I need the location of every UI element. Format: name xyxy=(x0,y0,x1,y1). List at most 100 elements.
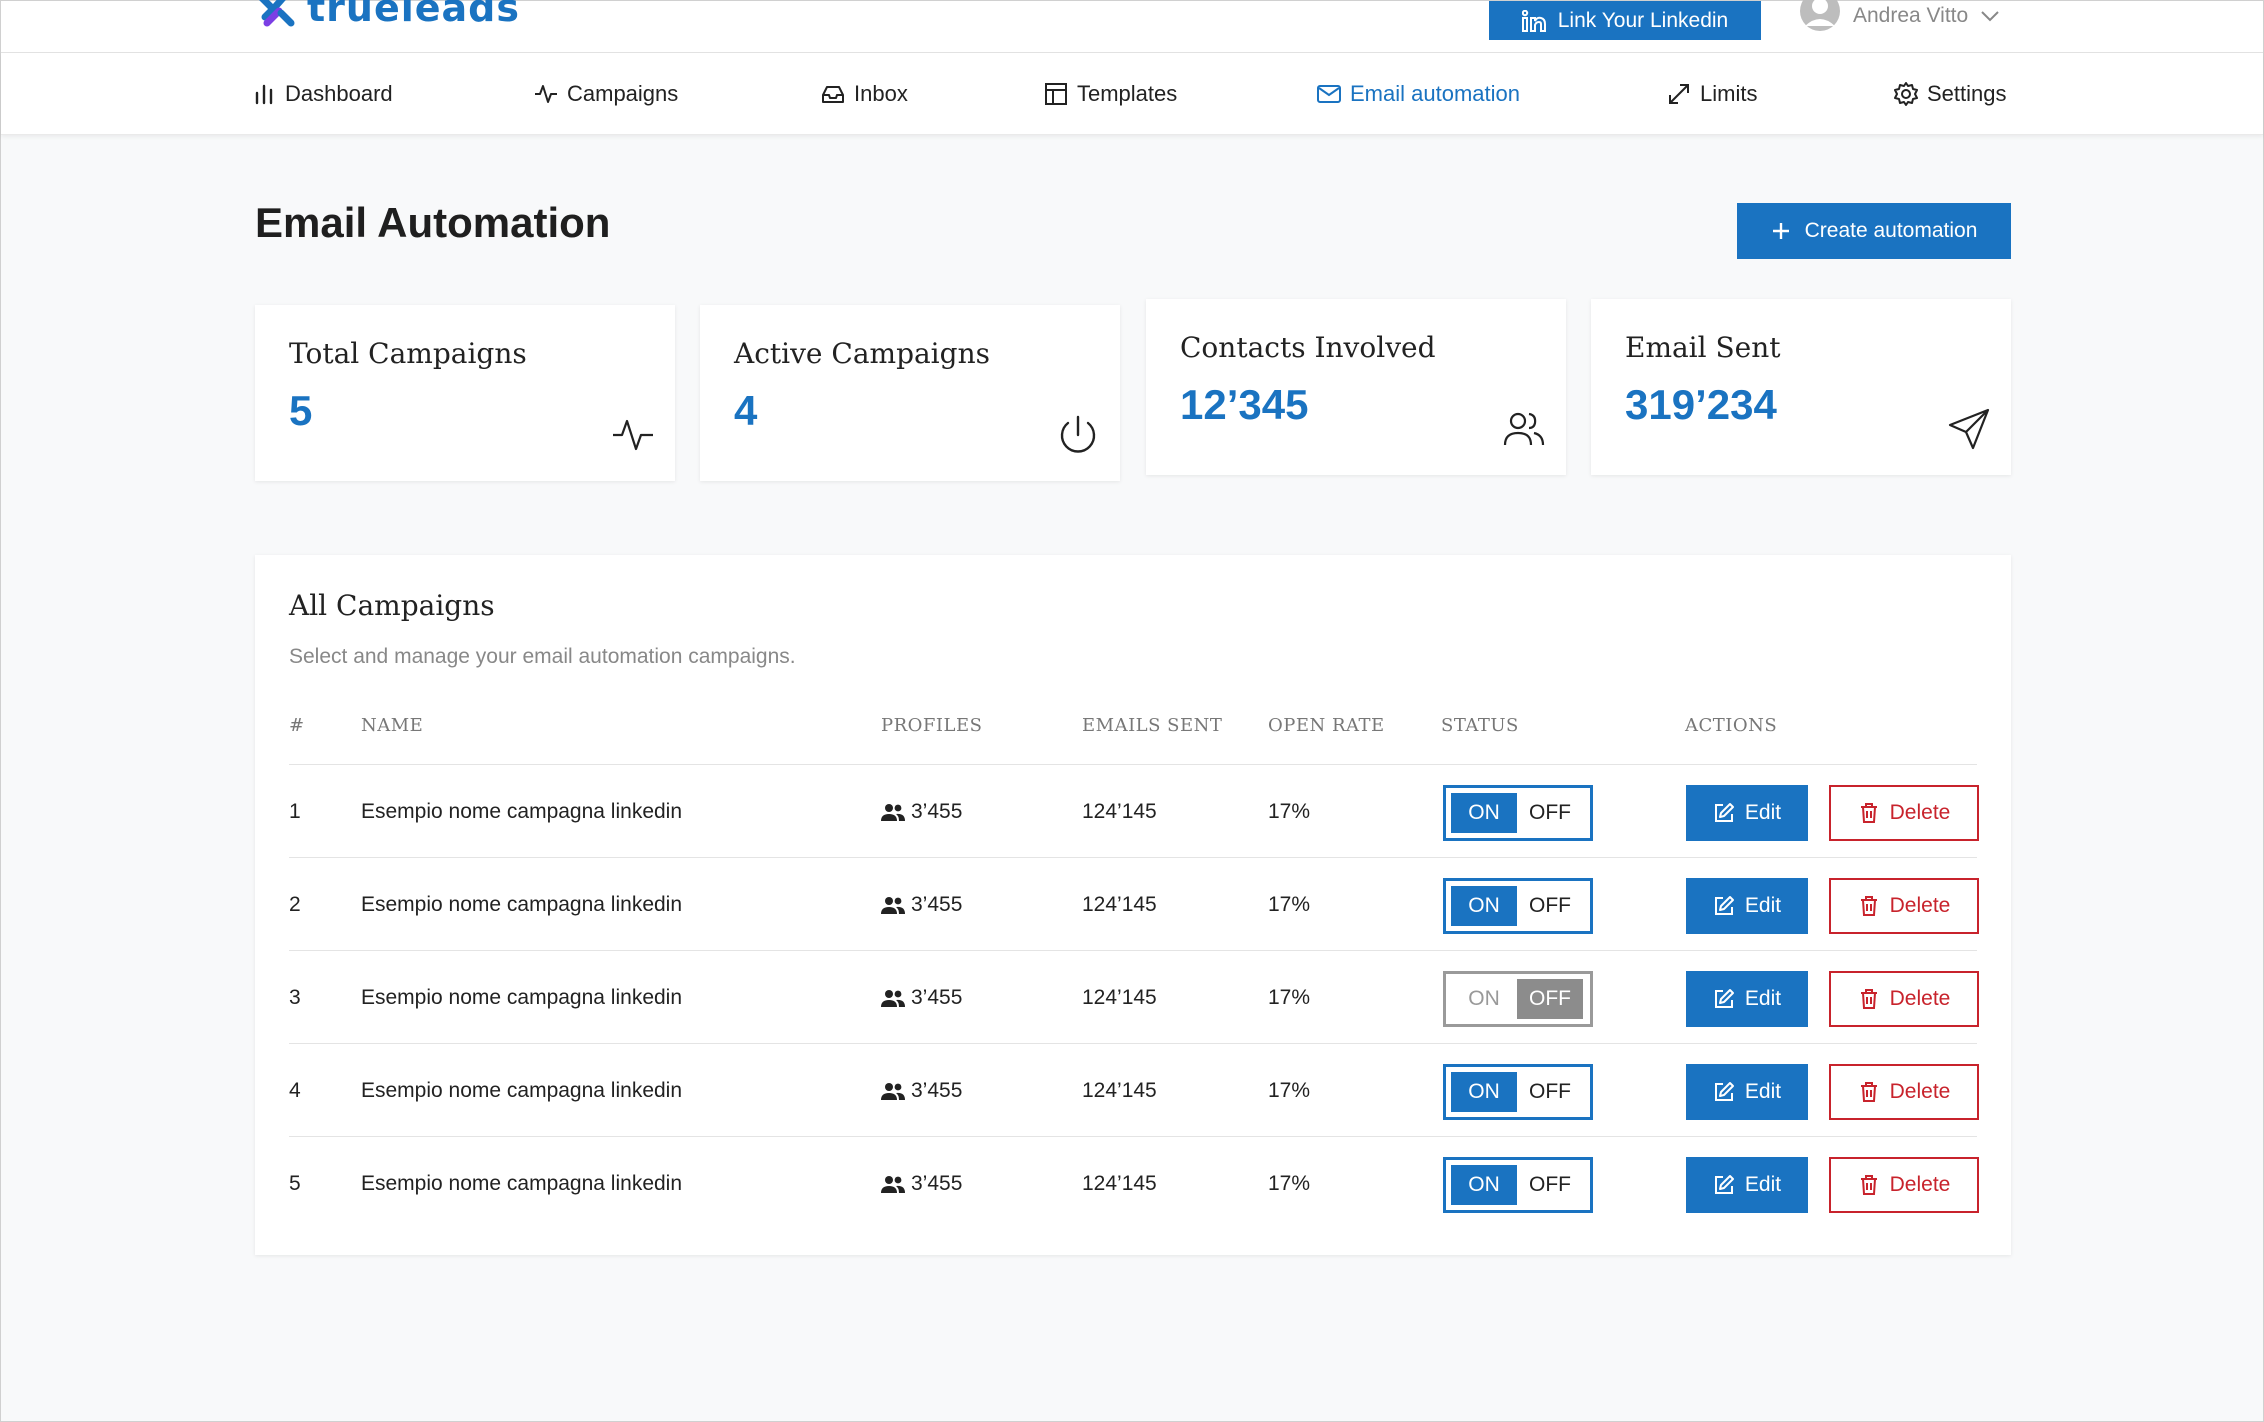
open-rate: 17% xyxy=(1268,892,1311,916)
table-subtitle: Select and manage your email automation … xyxy=(289,645,796,668)
nav-item-templates[interactable]: Templates xyxy=(1043,77,1177,111)
nav-label: Templates xyxy=(1077,81,1178,106)
nav-item-limits[interactable]: Limits xyxy=(1666,77,1757,111)
delete-button[interactable]: Delete xyxy=(1829,1064,1979,1120)
row-number: 5 xyxy=(289,1171,301,1195)
template-icon xyxy=(1045,83,1067,105)
edit-label: Edit xyxy=(1744,801,1782,824)
edit-label: Edit xyxy=(1744,894,1782,917)
delete-label: Delete xyxy=(1889,894,1951,917)
edit-button[interactable]: Edit xyxy=(1686,1064,1808,1120)
open-rate: 17% xyxy=(1268,1078,1311,1102)
toggle-on-option: ON xyxy=(1468,987,1500,1010)
bar-chart-icon xyxy=(255,84,273,105)
stat-value: 5 xyxy=(289,387,313,434)
users-icon xyxy=(1503,412,1545,446)
row-number: 2 xyxy=(289,892,301,916)
edit-button[interactable]: Edit xyxy=(1686,878,1808,934)
row-number: 1 xyxy=(289,799,301,823)
nav-label: Email automation xyxy=(1350,81,1520,106)
profiles-cell: 3’455 xyxy=(881,765,962,858)
nav-item-dashboard[interactable]: Dashboard xyxy=(251,77,393,111)
delete-button[interactable]: Delete xyxy=(1829,878,1979,934)
nav-item-inbox[interactable]: Inbox xyxy=(820,77,908,111)
stat-card-email-sent: Email Sent 319’234 xyxy=(1591,299,2011,475)
column-header-emails-sent: EMAILS SENT xyxy=(1082,715,1223,736)
open-rate: 17% xyxy=(1268,799,1311,823)
edit-label: Edit xyxy=(1744,1173,1782,1196)
column-header-profiles: PROFILES xyxy=(881,715,983,736)
table-row: 1 Esempio nome campagna linkedin 3’455 1… xyxy=(289,764,1979,858)
trash-icon xyxy=(1860,1082,1877,1102)
table-row: 3 Esempio nome campagna linkedin 3’455 1… xyxy=(289,950,1979,1044)
column-header-status: STATUS xyxy=(1441,715,1519,736)
profiles-cell: 3’455 xyxy=(881,1137,962,1230)
toggle-off-option: OFF xyxy=(1529,1173,1571,1196)
trash-icon xyxy=(1860,803,1877,823)
status-toggle[interactable]: ON OFF xyxy=(1443,878,1593,934)
column-header-actions: ACTIONS xyxy=(1685,715,1778,736)
delete-label: Delete xyxy=(1889,1080,1951,1103)
table-row: 5 Esempio nome campagna linkedin 3’455 1… xyxy=(289,1136,1979,1230)
status-toggle[interactable]: ON OFF xyxy=(1443,785,1593,841)
delete-button[interactable]: Delete xyxy=(1829,1157,1979,1213)
column-header-number: # xyxy=(289,715,305,736)
user-name: Andrea Vitto xyxy=(1853,4,1969,27)
create-automation-button[interactable]: Create automation xyxy=(1737,203,2011,259)
delete-label: Delete xyxy=(1889,1173,1951,1196)
plus-icon xyxy=(1772,223,1789,239)
row-number: 3 xyxy=(289,985,301,1009)
delete-button[interactable]: Delete xyxy=(1829,971,1979,1027)
avatar xyxy=(1800,0,1840,31)
stat-label: Total Campaigns xyxy=(289,337,527,370)
activity-icon xyxy=(535,85,557,103)
open-rate: 17% xyxy=(1268,985,1311,1009)
campaign-name: Esempio nome campagna linkedin xyxy=(361,985,683,1009)
users-icon xyxy=(881,989,905,1007)
delete-button[interactable]: Delete xyxy=(1829,785,1979,841)
page-title: Email Automation xyxy=(255,199,611,246)
status-toggle[interactable]: ON OFF xyxy=(1443,1157,1593,1213)
logo-mark-icon xyxy=(259,0,295,27)
edit-button[interactable]: Edit xyxy=(1686,1157,1808,1213)
users-icon xyxy=(881,896,905,914)
profiles-cell: 3’455 xyxy=(881,951,962,1044)
stat-card-total-campaigns: Total Campaigns 5 xyxy=(255,305,675,481)
toggle-on-option: ON xyxy=(1451,886,1517,926)
brand-name: trueleads xyxy=(307,0,520,30)
campaign-name: Esempio nome campagna linkedin xyxy=(361,1171,683,1195)
edit-label: Edit xyxy=(1744,1080,1782,1103)
logo[interactable]: trueleads xyxy=(253,0,520,31)
table-row: 2 Esempio nome campagna linkedin 3’455 1… xyxy=(289,857,1979,951)
toggle-off-option: OFF xyxy=(1529,1080,1571,1103)
edit-button[interactable]: Edit xyxy=(1686,971,1808,1027)
campaign-name: Esempio nome campagna linkedin xyxy=(361,892,683,916)
nav-label: Settings xyxy=(1927,81,2007,106)
trash-icon xyxy=(1860,896,1877,916)
nav-item-settings[interactable]: Settings xyxy=(1893,77,2007,111)
profiles-count: 3’455 xyxy=(911,799,963,823)
mail-icon xyxy=(1317,85,1341,103)
user-menu[interactable]: Andrea Vitto xyxy=(1799,0,2000,31)
edit-button[interactable]: Edit xyxy=(1686,785,1808,841)
create-automation-label: Create automation xyxy=(1804,219,1978,242)
column-header-open-rate: OPEN RATE xyxy=(1268,715,1385,736)
campaign-name: Esempio nome campagna linkedin xyxy=(361,799,683,823)
stat-card-contacts-involved: Contacts Involved 12’345 xyxy=(1146,299,1566,475)
nav-label: Campaigns xyxy=(567,81,679,106)
status-toggle[interactable]: ON OFF xyxy=(1443,1064,1593,1120)
nav-item-email-automation[interactable]: Email automation xyxy=(1316,77,1520,111)
emails-sent: 124’145 xyxy=(1082,892,1157,916)
nav-label: Dashboard xyxy=(285,81,393,106)
nav-label: Limits xyxy=(1700,81,1758,106)
nav-item-campaigns[interactable]: Campaigns xyxy=(533,77,678,111)
profiles-cell: 3’455 xyxy=(881,858,962,951)
profiles-cell: 3’455 xyxy=(881,1044,962,1137)
send-icon xyxy=(1948,408,1990,450)
emails-sent: 124’145 xyxy=(1082,799,1157,823)
delete-label: Delete xyxy=(1889,987,1951,1010)
edit-icon xyxy=(1714,896,1734,915)
link-linkedin-button[interactable]: Link Your Linkedin xyxy=(1489,1,1761,40)
profiles-count: 3’455 xyxy=(911,1171,963,1195)
status-toggle[interactable]: ON OFF xyxy=(1443,971,1593,1027)
